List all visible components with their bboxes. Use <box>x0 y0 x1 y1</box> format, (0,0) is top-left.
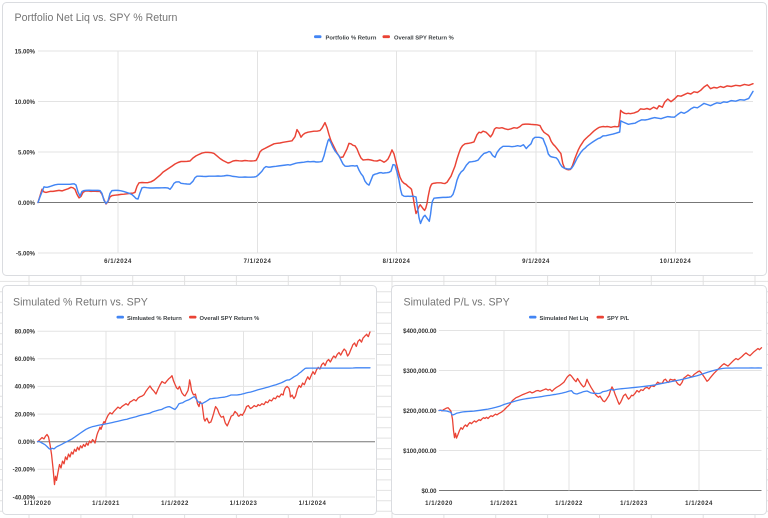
svg-text:$300,000.00: $300,000.00 <box>403 369 437 375</box>
svg-text:Simulated P/L vs. SPY: Simulated P/L vs. SPY <box>404 296 510 308</box>
svg-text:5.00%: 5.00% <box>18 150 36 156</box>
svg-text:SPY P/L: SPY P/L <box>607 316 630 322</box>
svg-text:Portfolio Net Liq vs. SPY % Re: Portfolio Net Liq vs. SPY % Return <box>15 12 178 24</box>
svg-text:0.00%: 0.00% <box>18 440 36 446</box>
svg-text:1/1/2022: 1/1/2022 <box>161 501 189 507</box>
svg-text:1/1/2023: 1/1/2023 <box>620 501 648 507</box>
svg-text:$0.00: $0.00 <box>421 489 437 495</box>
svg-text:-40.00%: -40.00% <box>13 495 36 501</box>
svg-text:7/1/2024: 7/1/2024 <box>244 259 272 265</box>
svg-text:10.00%: 10.00% <box>15 100 36 106</box>
svg-text:Overall SPY Return %: Overall SPY Return % <box>394 36 454 42</box>
svg-text:Portfolio % Return: Portfolio % Return <box>326 36 377 42</box>
svg-text:0.00%: 0.00% <box>18 201 36 207</box>
svg-text:8/1/2024: 8/1/2024 <box>383 259 411 265</box>
svg-text:Simulated Net Liq: Simulated Net Liq <box>540 316 589 322</box>
svg-text:1/1/2023: 1/1/2023 <box>230 501 258 507</box>
svg-text:1/1/2021: 1/1/2021 <box>92 501 120 507</box>
svg-text:1/1/2021: 1/1/2021 <box>490 501 518 507</box>
svg-text:Simulated % Return vs. SPY: Simulated % Return vs. SPY <box>13 296 148 308</box>
svg-text:15.00%: 15.00% <box>15 49 36 55</box>
svg-text:$400,000.00: $400,000.00 <box>403 329 437 335</box>
svg-text:$200,000.00: $200,000.00 <box>403 409 437 415</box>
svg-text:80.00%: 80.00% <box>15 330 36 336</box>
svg-text:-5.00%: -5.00% <box>16 251 36 257</box>
svg-text:9/1/2024: 9/1/2024 <box>522 259 550 265</box>
svg-text:1/1/2022: 1/1/2022 <box>555 501 583 507</box>
svg-text:Simluated % Return: Simluated % Return <box>127 316 182 322</box>
svg-text:6/1/2024: 6/1/2024 <box>104 259 132 265</box>
svg-text:20.00%: 20.00% <box>15 412 36 418</box>
svg-text:1/1/2024: 1/1/2024 <box>685 501 713 507</box>
svg-text:Overall SPY Return %: Overall SPY Return % <box>200 316 260 322</box>
svg-text:60.00%: 60.00% <box>15 357 36 363</box>
svg-text:1/1/2020: 1/1/2020 <box>425 501 453 507</box>
svg-text:40.00%: 40.00% <box>15 385 36 391</box>
svg-text:1/1/2020: 1/1/2020 <box>24 501 52 507</box>
svg-text:10/1/2024: 10/1/2024 <box>660 259 692 265</box>
svg-text:-20.00%: -20.00% <box>13 468 36 474</box>
svg-text:1/1/2024: 1/1/2024 <box>299 501 327 507</box>
svg-text:$100,000.00: $100,000.00 <box>403 449 437 455</box>
